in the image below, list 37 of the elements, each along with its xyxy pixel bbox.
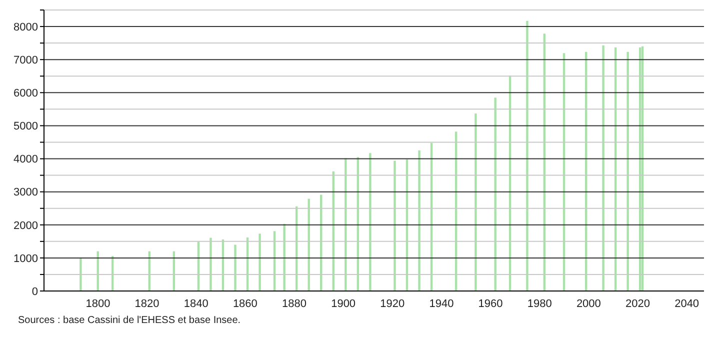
- x-tick-label: 1860: [232, 298, 258, 310]
- x-tick-label: 1880: [282, 298, 306, 310]
- bar: [494, 98, 496, 291]
- source-note: Sources : base Cassini de l'EHESS et base Insee.: [18, 315, 242, 326]
- x-tick-label: 1840: [184, 298, 208, 310]
- x-tick-label: 2020: [626, 298, 650, 310]
- bar: [369, 153, 372, 291]
- x-tick-label: 2040: [674, 298, 700, 310]
- bar: [283, 224, 286, 291]
- x-tick-label: 1800: [86, 298, 110, 310]
- bar: [210, 238, 212, 291]
- y-tick-label: 7000: [14, 54, 38, 66]
- x-tick-label: 1940: [429, 298, 454, 310]
- x-tick-label: 1960: [478, 298, 503, 310]
- x-tick-label: 1820: [134, 298, 160, 310]
- x-tick-label: 1900: [331, 298, 356, 310]
- y-tick-label: 8000: [14, 21, 38, 34]
- x-tick-label: 2000: [576, 298, 601, 310]
- bar: [418, 150, 420, 291]
- bar: [80, 258, 82, 291]
- bar: [344, 158, 347, 291]
- y-tick-label: 3000: [14, 186, 38, 199]
- y-tick-label: 1000: [14, 252, 38, 265]
- y-tick-label: 5000: [14, 120, 38, 133]
- bar: [474, 113, 477, 291]
- x-tick-label: 1980: [527, 298, 552, 310]
- bar: [526, 20, 528, 291]
- bar: [394, 160, 396, 291]
- y-tick-label: 0: [32, 286, 38, 298]
- bar: [602, 45, 604, 291]
- y-tick-label: 2000: [14, 220, 38, 232]
- bar: [234, 244, 236, 291]
- y-tick-label: 4000: [14, 154, 38, 166]
- bar: [626, 52, 629, 291]
- y-tick-label: 6000: [14, 88, 38, 100]
- bar: [258, 234, 261, 291]
- x-tick-label: 1920: [380, 298, 405, 310]
